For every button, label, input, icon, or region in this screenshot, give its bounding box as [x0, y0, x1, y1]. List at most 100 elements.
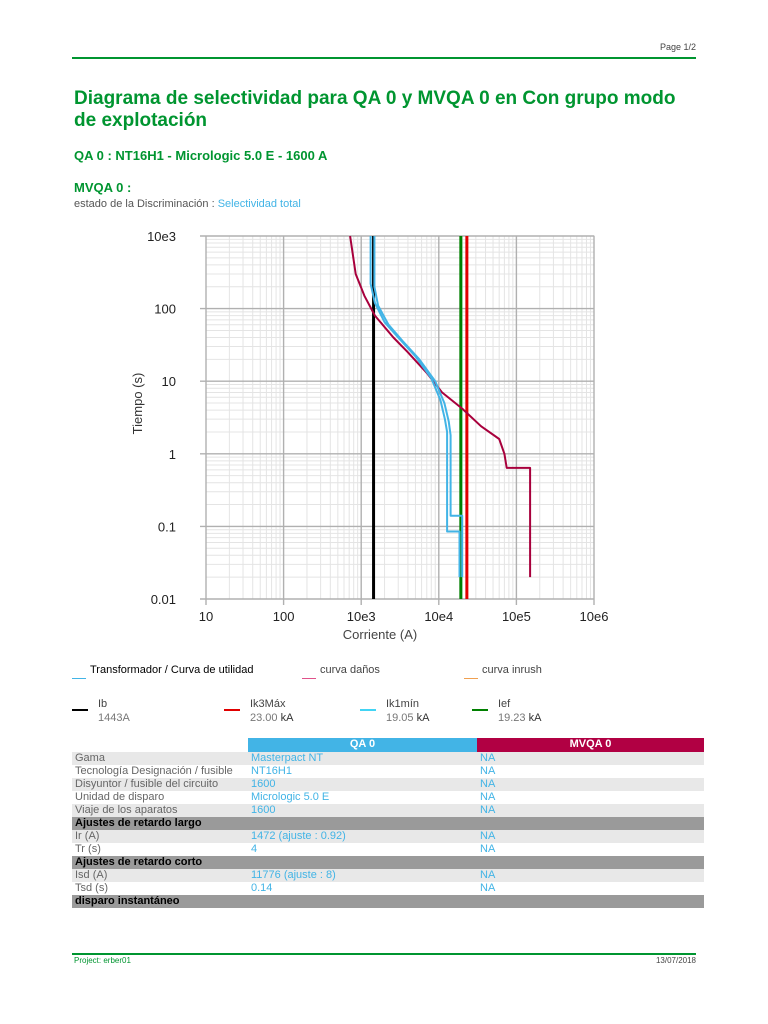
plot-area [205, 235, 595, 600]
device-settings-table: QA 0 MVQA 0 Gama Masterpact NT NA Tecnologí… [72, 738, 704, 908]
legend-current-value: 1443A [98, 712, 130, 724]
mvqa0-value: NA [477, 765, 704, 778]
header-rule [72, 57, 696, 59]
table-row: Isd (A) 11776 (ajuste : 8) NA [72, 869, 704, 882]
y-tick-label: 0.01 [151, 592, 176, 607]
legend-current-label: Ief [498, 698, 511, 710]
legend-line-icon [472, 709, 488, 711]
mvqa-label: MVQA 0 : [74, 180, 132, 195]
row-label: Tecnología Designación / fusible [72, 765, 248, 778]
legend-current-label: Ik3Máx [250, 698, 286, 710]
table-row: Viaje de los aparatos 1600 NA [72, 804, 704, 817]
qa0-value: 4 [248, 843, 477, 856]
legend-current-number: 19.23 [498, 712, 526, 724]
legend-label: curva daños [320, 664, 380, 676]
table-body: Gama Masterpact NT NA Tecnología Designació… [72, 752, 704, 908]
trip-curve [369, 236, 461, 578]
footer-rule [72, 953, 696, 955]
project-value: erber01 [103, 956, 131, 965]
qa0-value: 1600 [248, 778, 477, 791]
x-tick-label: 10e5 [502, 609, 531, 624]
section-row: Ajustes de retardo corto [72, 856, 704, 869]
status-label: estado de la Discriminación : [74, 198, 218, 210]
status-value: Selectividad total [217, 198, 301, 210]
y-tick-label: 1 [169, 447, 176, 462]
legend-line-icon [302, 678, 316, 679]
trip-curve [373, 236, 464, 578]
y-tick-label: 0.1 [158, 519, 176, 534]
section-title: Ajustes de retardo largo [72, 817, 704, 830]
legend-current-number: 23.00 [250, 712, 278, 724]
section-row: Ajustes de retardo largo [72, 817, 704, 830]
column-header-qa0: QA 0 [248, 738, 477, 752]
table-row: Tr (s) 4 NA [72, 843, 704, 856]
table-row: Ir (A) 1472 (ajuste : 0.92) NA [72, 830, 704, 843]
legend-current-label: Ib [98, 698, 108, 710]
row-label: Isd (A) [72, 869, 248, 882]
y-tick-label: 10 [162, 374, 176, 389]
device-line: QA 0 : NT16H1 - Micrologic 5.0 E - 1600 … [74, 148, 328, 163]
page-number: Page 1/2 [659, 42, 696, 52]
legend-item: curva daños [302, 664, 380, 679]
table-row: Tecnología Designación / fusible NT16H1 NA [72, 765, 704, 778]
x-axis-label: Corriente (A) [343, 627, 417, 642]
legend-line-icon [224, 709, 240, 711]
table-row: Disyuntor / fusible del circuito 1600 NA [72, 778, 704, 791]
legend-line-icon [360, 709, 376, 711]
qa0-value: 1472 (ajuste : 0.92) [248, 830, 477, 843]
row-label: Ir (A) [72, 830, 248, 843]
mvqa0-value: NA [477, 791, 704, 804]
y-tick-label: 100 [154, 302, 176, 317]
x-tick-label: 10e3 [347, 609, 376, 624]
qa0-value: 11776 (ajuste : 8) [248, 869, 477, 882]
legend-current-value: 19.23 kA [498, 712, 541, 724]
y-axis-label: Tiempo (s) [130, 373, 145, 435]
legend-current-unit: kA [413, 712, 430, 724]
row-label: Gama [72, 752, 248, 765]
x-tick-label: 100 [273, 609, 295, 624]
project-label: Project: [74, 956, 104, 965]
qa0-value: 0.14 [248, 882, 477, 895]
page-title: Diagrama de selectividad para QA 0 y MVQ… [74, 88, 676, 131]
row-label: Tr (s) [72, 843, 248, 856]
trip-curve [349, 235, 532, 578]
x-tick-label: 10 [199, 609, 213, 624]
row-label: Tsd (s) [72, 882, 248, 895]
legend-current-unit: kA [525, 712, 542, 724]
mvqa0-value: NA [477, 869, 704, 882]
selectivity-chart: 10 100 10e3 10e4 10e5 10e6 0.01 0.1 1 10 100 10e3 Co… [130, 229, 609, 642]
legend-current-label: Ik1mín [386, 698, 420, 710]
mvqa0-value: NA [477, 804, 704, 817]
legend-current-unit: kA [277, 712, 294, 724]
legend-item: curva inrush [464, 664, 542, 679]
y-tick-label: 10e3 [147, 229, 176, 244]
x-tick-label: 10e4 [424, 609, 453, 624]
table-row: Unidad de disparo Micrologic 5.0 E NA [72, 791, 704, 804]
legend-line-icon [464, 678, 478, 679]
column-header-mvqa0: MVQA 0 [477, 738, 704, 752]
legend-current-value: 23.00 kA [250, 712, 293, 724]
legend-current-number: 19.05 [386, 712, 414, 724]
qa0-value: Masterpact NT [248, 752, 477, 765]
x-tick-label: 10e6 [580, 609, 609, 624]
qa0-value: Micrologic 5.0 E [248, 791, 477, 804]
legend-current-value: 19.05 kA [386, 712, 429, 724]
legend-label: Transformador / Curva de utilidad [90, 664, 254, 676]
legend-label: curva inrush [482, 664, 542, 676]
current-legend: Ib 1443A Ik3Máx 23.00 kA Ik1mín 19.05 kA Ief 19… [72, 696, 696, 728]
mvqa0-value: NA [477, 778, 704, 791]
row-label: Viaje de los aparatos [72, 804, 248, 817]
mvqa0-value: NA [477, 843, 704, 856]
section-title: disparo instantáneo [72, 895, 704, 908]
section-title: Ajustes de retardo corto [72, 856, 704, 869]
footer-date: 13/07/2018 [655, 956, 696, 965]
table-row: Tsd (s) 0.14 NA [72, 882, 704, 895]
table-header-blank [72, 738, 248, 752]
row-label: Disyuntor / fusible del circuito [72, 778, 248, 791]
footer-project: Project: erber01 [74, 956, 131, 965]
legend-line-icon [72, 678, 86, 679]
legend-line-icon [72, 709, 88, 711]
row-label: Unidad de disparo [72, 791, 248, 804]
mvqa0-value: NA [477, 752, 704, 765]
qa0-value: NT16H1 [248, 765, 477, 778]
